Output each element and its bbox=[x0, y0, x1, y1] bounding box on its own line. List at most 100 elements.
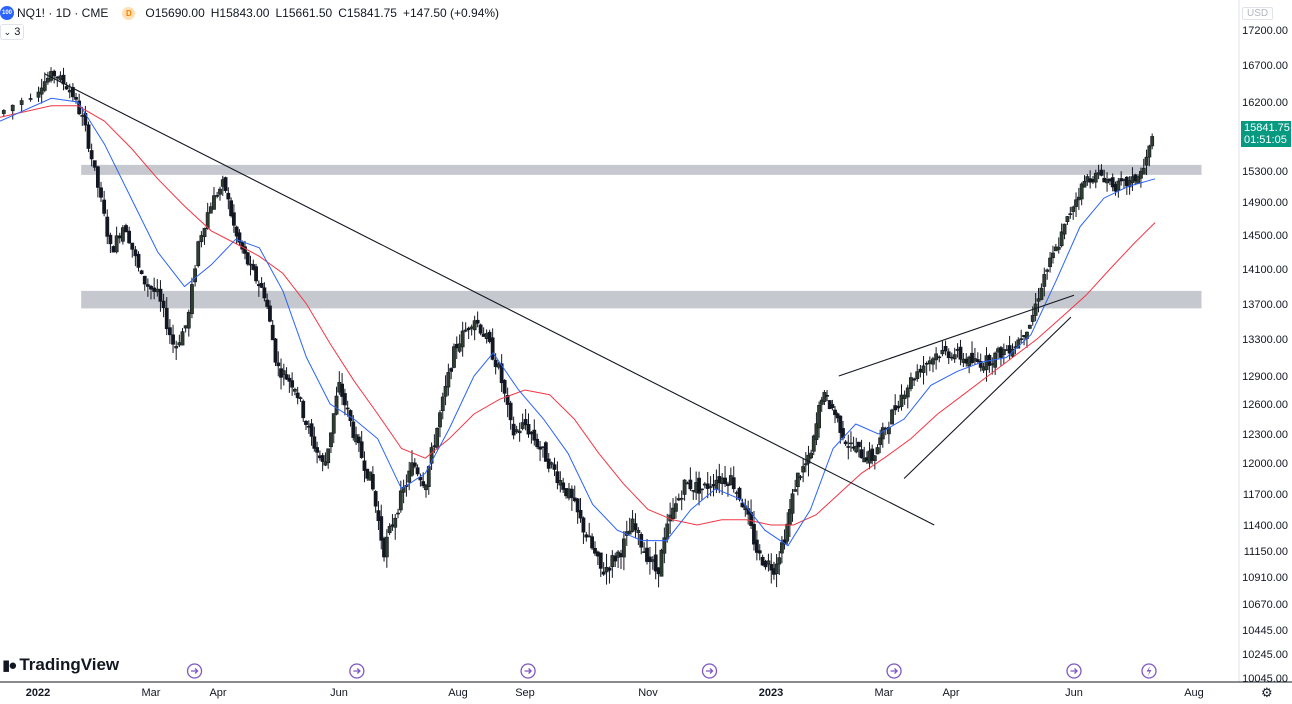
candle-body-28 bbox=[111, 246, 116, 253]
candle-body-311 bbox=[924, 363, 929, 365]
candle-body-7 bbox=[46, 77, 50, 83]
candle-body-349 bbox=[1036, 298, 1041, 302]
candle-body-357 bbox=[1059, 231, 1064, 247]
candle-body-66 bbox=[229, 200, 234, 217]
candle-body-356 bbox=[1056, 246, 1061, 250]
trendline-0[interactable] bbox=[44, 73, 935, 526]
y-tick-label-8: 13300.00 bbox=[1242, 334, 1288, 346]
dividend-arrow-icon[interactable] bbox=[349, 663, 365, 679]
x-tick-label-4: Aug bbox=[448, 687, 468, 699]
indicators-toggle-button[interactable]: ⌄ 3 bbox=[0, 24, 24, 40]
candle-body-21 bbox=[89, 150, 94, 160]
candle-body-278 bbox=[830, 404, 835, 408]
x-tick-label-5: Sep bbox=[515, 687, 535, 699]
lightning-icon[interactable] bbox=[1141, 663, 1157, 679]
candle-body-138 bbox=[429, 447, 434, 464]
candle-body-346 bbox=[1027, 324, 1032, 329]
y-tick-label-13: 11700.00 bbox=[1243, 489, 1288, 501]
candle-body-255 bbox=[769, 564, 774, 571]
candle-body-5 bbox=[39, 87, 44, 95]
gear-icon[interactable]: ⚙ bbox=[1261, 685, 1273, 700]
candle-body-263 bbox=[790, 493, 795, 514]
candle-body-314 bbox=[934, 353, 939, 361]
y-tick-label-11: 12300.00 bbox=[1242, 429, 1288, 441]
candle-body-385 bbox=[1139, 171, 1143, 179]
symbol-badge[interactable]: 100 bbox=[0, 6, 14, 20]
event-markers[interactable] bbox=[186, 663, 1157, 679]
time-axis[interactable]: 2022 Mar Apr Jun Aug Sep Nov 2023 Mar Apr Jun Aug bbox=[26, 687, 1204, 699]
candle-body-148 bbox=[457, 343, 462, 352]
candle-body-42 bbox=[155, 288, 160, 293]
candle-body-118 bbox=[373, 491, 378, 507]
candle-body-316 bbox=[940, 349, 945, 355]
delayed-data-badge[interactable]: D bbox=[122, 6, 136, 20]
candle-body-322 bbox=[958, 346, 963, 360]
candle-body-269 bbox=[806, 454, 811, 464]
candle-body-31 bbox=[120, 227, 125, 242]
dividend-arrow-icon[interactable] bbox=[520, 663, 536, 679]
candle-body-173 bbox=[532, 429, 537, 441]
candle-body-150 bbox=[463, 329, 468, 332]
candle-body-221 bbox=[671, 507, 675, 520]
candle-body-69 bbox=[237, 232, 242, 243]
candle-body-242 bbox=[731, 477, 736, 490]
candle-body-365 bbox=[1082, 180, 1087, 188]
tradingview-logo[interactable]: ▮● TradingView bbox=[2, 655, 119, 675]
candle-body-51 bbox=[183, 325, 188, 329]
candle-body-3 bbox=[28, 98, 33, 100]
y-tick-label-9: 12900.00 bbox=[1242, 371, 1288, 383]
candle-body-132 bbox=[412, 462, 417, 467]
candle-body-47 bbox=[171, 334, 175, 345]
candle-body-119 bbox=[376, 510, 381, 521]
candle-body-388 bbox=[1147, 145, 1152, 158]
symbol-title[interactable]: NQ1! · 1D · CME bbox=[17, 6, 109, 20]
dividend-arrow-icon[interactable] bbox=[186, 663, 203, 679]
candle-body-175 bbox=[538, 446, 542, 450]
trendline-1[interactable] bbox=[838, 294, 1075, 377]
x-tick-label-1: Mar bbox=[142, 687, 161, 699]
dividend-arrow-icon[interactable] bbox=[701, 663, 718, 679]
price-axis[interactable]: 17200.00 16700.00 16200.00 15300.00 14900.00… bbox=[1242, 25, 1288, 685]
candle-body-301 bbox=[893, 405, 898, 411]
low-value: L15661.50 bbox=[275, 6, 333, 20]
candle-body-163 bbox=[502, 379, 507, 394]
candle-body-117 bbox=[370, 474, 375, 490]
dividend-arrow-icon[interactable] bbox=[886, 663, 902, 679]
candle-body-110 bbox=[351, 421, 356, 438]
candle-body-83 bbox=[276, 362, 281, 367]
x-tick-label-7: 2023 bbox=[759, 687, 783, 699]
bar-countdown: 01:51:05 bbox=[1244, 134, 1287, 146]
candle-body-85 bbox=[281, 370, 286, 375]
candle-body-212 bbox=[645, 547, 649, 562]
trendline-2[interactable] bbox=[903, 316, 1072, 479]
dividend-arrow-icon[interactable] bbox=[1066, 663, 1082, 679]
candle-body-313 bbox=[931, 358, 935, 365]
trendlines[interactable] bbox=[44, 73, 1075, 526]
candle-body-189 bbox=[578, 510, 583, 519]
candle-body-371 bbox=[1099, 169, 1104, 176]
currency-label[interactable]: USD bbox=[1242, 7, 1274, 20]
zone-0[interactable] bbox=[81, 164, 1202, 175]
candle-body-190 bbox=[581, 517, 586, 533]
candle-body-245 bbox=[740, 502, 745, 508]
candle-body-208 bbox=[633, 523, 638, 531]
candle-body-307 bbox=[912, 378, 916, 381]
candle-body-169 bbox=[520, 422, 525, 429]
candle-body-181 bbox=[555, 471, 560, 483]
candle-body-362 bbox=[1074, 199, 1078, 207]
candle-body-52 bbox=[186, 311, 191, 329]
candle-body-23 bbox=[95, 166, 100, 188]
candle-body-34 bbox=[130, 242, 135, 250]
x-tick-label-3: Jun bbox=[330, 687, 348, 699]
candle-body-90 bbox=[295, 392, 300, 399]
zone-1[interactable] bbox=[81, 290, 1202, 309]
candle-body-154 bbox=[475, 319, 480, 324]
candle-body-188 bbox=[575, 498, 580, 513]
candle-body-369 bbox=[1093, 172, 1098, 183]
candle-body-162 bbox=[499, 363, 504, 384]
candle-body-197 bbox=[601, 571, 606, 575]
candle-body-289 bbox=[859, 449, 864, 459]
candle-body-4 bbox=[36, 91, 41, 98]
candle-body-10 bbox=[55, 76, 60, 79]
